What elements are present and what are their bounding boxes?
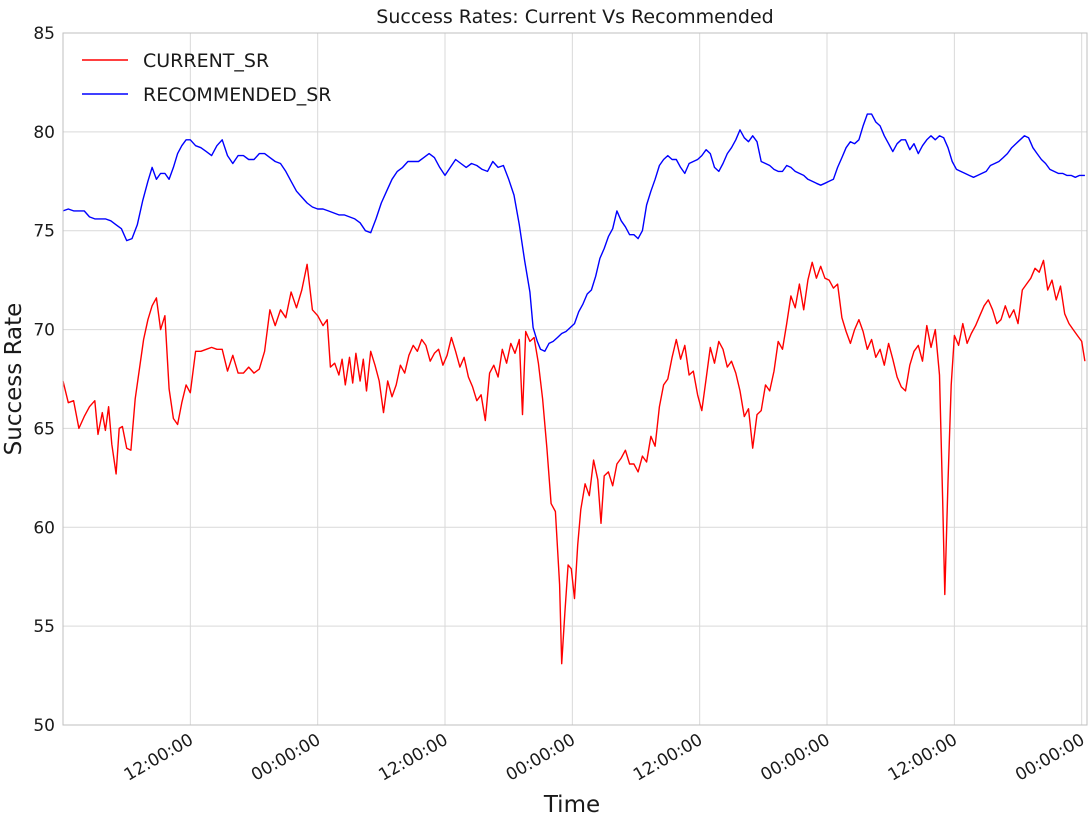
plot-frame [62,32,1088,726]
y-tick-label-3: 65 [33,419,55,439]
legend-label-recommended-sr: RECOMMENDED_SR [143,84,331,106]
y-tick-label-1: 55 [33,617,55,637]
y-axis-label: Success Rate [1,303,27,456]
chart-title: Success Rates: Current Vs Recommended [376,6,773,28]
series-line-current-sr [62,259,1086,665]
x-axis-label: Time [543,792,600,816]
series-line-recommended-sr [62,113,1085,352]
legend: CURRENT_SR RECOMMENDED_SR [82,50,331,106]
y-tick-label-0: 50 [33,716,55,736]
y-tick-label-2: 60 [33,518,55,538]
y-tick-label-7: 85 [33,24,55,44]
y-axis-ticks: 50 55 60 65 70 75 80 85 [33,24,55,736]
series-layer [62,113,1086,665]
y-tick-label-5: 75 [33,222,55,242]
y-tick-label-6: 80 [33,123,55,143]
y-tick-label-4: 70 [33,321,55,341]
legend-label-current-sr: CURRENT_SR [143,50,269,72]
grid [63,32,1087,726]
